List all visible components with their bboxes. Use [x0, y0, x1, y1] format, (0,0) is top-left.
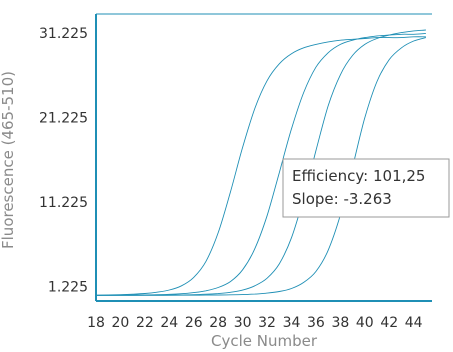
y-tick-label: 21.225 — [39, 111, 88, 127]
y-tick-label: 11.225 — [39, 195, 88, 211]
amplification-curve-4 — [96, 37, 427, 296]
x-tick-label: 42 — [380, 315, 398, 331]
x-tick-label: 30 — [234, 315, 252, 331]
y-tick-labels: 1.225 11.225 21.225 31.225 — [39, 26, 88, 295]
x-tick-label: 24 — [160, 315, 178, 331]
y-tick-label: 31.225 — [39, 26, 88, 42]
x-tick-label: 38 — [331, 315, 349, 331]
annotation-frame — [282, 158, 450, 218]
x-tick-label: 32 — [258, 315, 276, 331]
x-axis-label: Cycle Number — [211, 332, 318, 350]
x-tick-label: 22 — [136, 315, 154, 331]
x-tick-label: 20 — [112, 315, 130, 331]
annotation-box: Efficiency: 101,25 Slope: -3.263 — [282, 158, 450, 218]
x-tick-label: 40 — [356, 315, 374, 331]
amplification-curve-1 — [95, 36, 426, 296]
x-tick-label: 36 — [307, 315, 325, 331]
y-axis-label: Fluorescence (465-510) — [0, 71, 17, 249]
x-tick-label: 26 — [185, 315, 203, 331]
y-tick-label: 1.225 — [48, 279, 88, 295]
x-tick-labels: 18 20 22 24 26 28 30 32 34 36 38 40 42 44 — [87, 315, 423, 331]
x-tick-label: 34 — [283, 315, 301, 331]
x-tick-label: 44 — [405, 315, 423, 331]
x-tick-label: 18 — [87, 315, 105, 331]
efficiency-label: Efficiency: 101,25 — [292, 167, 425, 185]
x-tick-label: 28 — [209, 315, 227, 331]
slope-label: Slope: -3.263 — [292, 190, 392, 208]
amplification-curves — [95, 29, 427, 296]
